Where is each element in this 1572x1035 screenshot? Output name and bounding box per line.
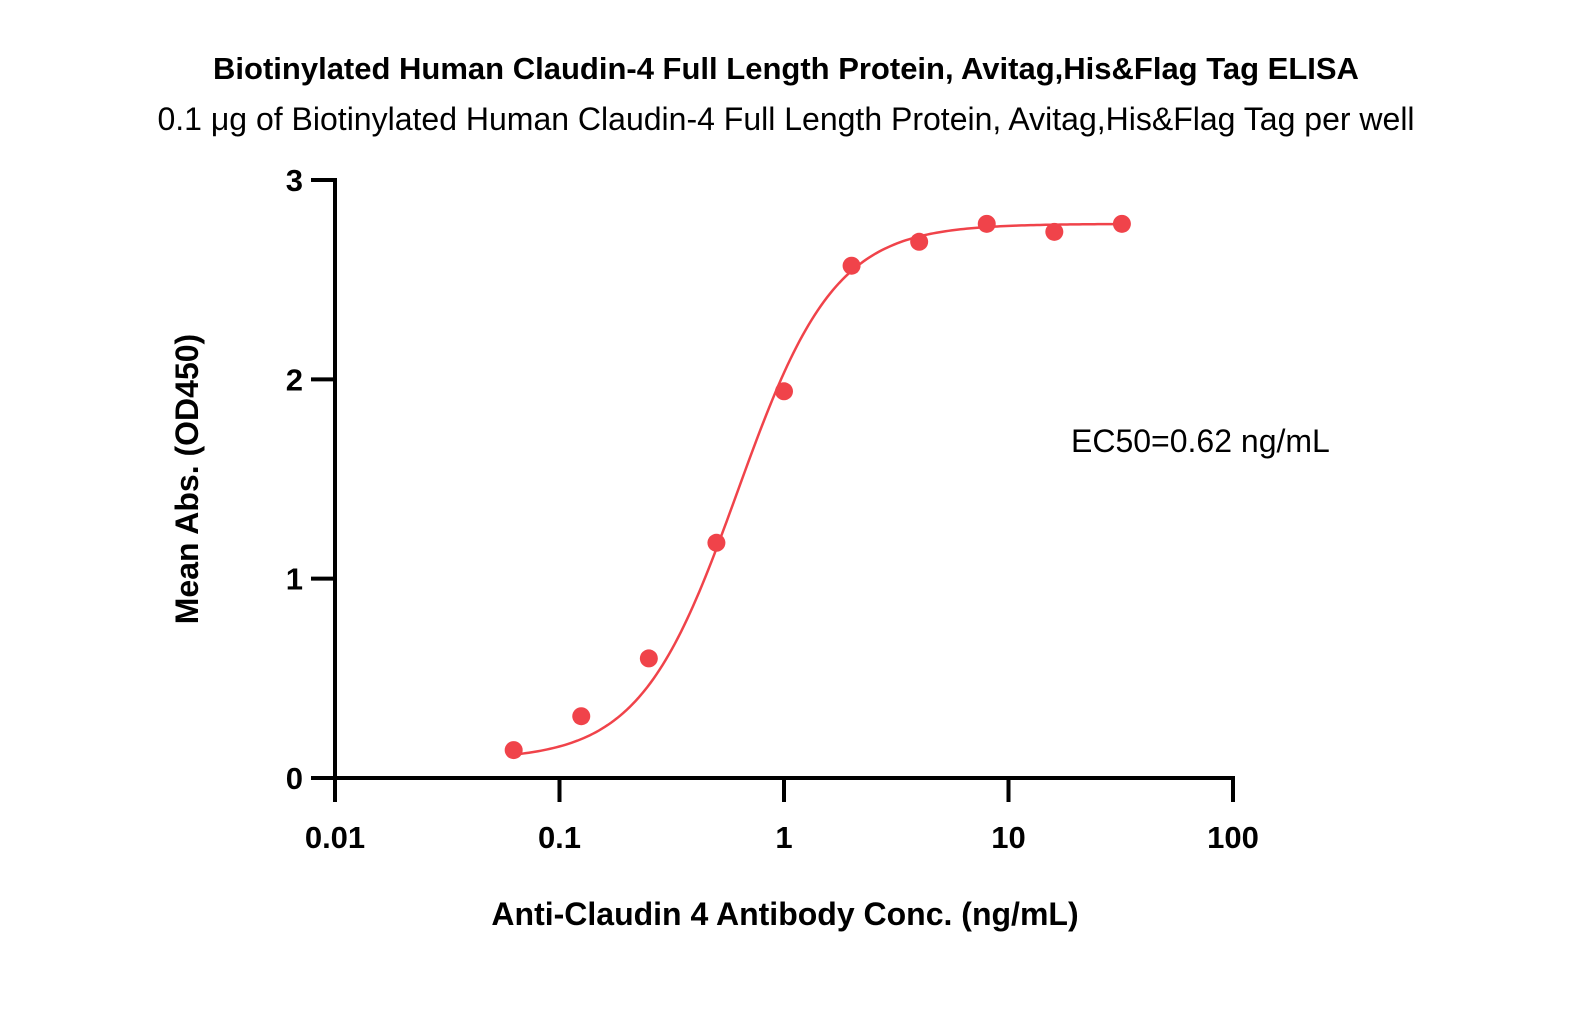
y-axis-label: Mean Abs. (OD450) xyxy=(169,334,205,624)
chart-subtitle: 0.1 μg of Biotinylated Human Claudin-4 F… xyxy=(157,101,1414,137)
ec50-annotation: EC50=0.62 ng/mL xyxy=(1071,423,1330,459)
data-point xyxy=(1045,222,1064,241)
data-point xyxy=(842,256,861,275)
data-point xyxy=(1112,214,1131,233)
data-point xyxy=(910,232,929,251)
y-tick-label: 2 xyxy=(286,362,303,397)
x-tick-label: 10 xyxy=(991,820,1025,855)
y-tick-label: 1 xyxy=(286,562,303,597)
data-point xyxy=(707,533,726,552)
fit-curve xyxy=(513,222,1122,756)
data-point xyxy=(775,382,793,401)
x-tick-label: 1 xyxy=(775,820,792,855)
axes: 0 1 2 3 0.01 0.1 1 10 100 xyxy=(286,163,1259,855)
data-point xyxy=(977,214,996,233)
data-point xyxy=(639,649,658,668)
chart-title: Biotinylated Human Claudin-4 Full Length… xyxy=(213,51,1359,86)
y-tick-label: 0 xyxy=(286,761,303,796)
fit-curve-layer xyxy=(513,222,1122,756)
data-points-layer xyxy=(504,214,1131,760)
x-tick-label: 0.01 xyxy=(305,820,365,855)
data-point xyxy=(572,707,591,726)
x-tick-label: 100 xyxy=(1207,820,1259,855)
x-tick-label: 0.1 xyxy=(538,820,581,855)
data-point xyxy=(504,741,523,760)
y-tick-label: 3 xyxy=(286,163,303,198)
x-axis-label: Anti-Claudin 4 Antibody Conc. (ng/mL) xyxy=(491,896,1078,932)
